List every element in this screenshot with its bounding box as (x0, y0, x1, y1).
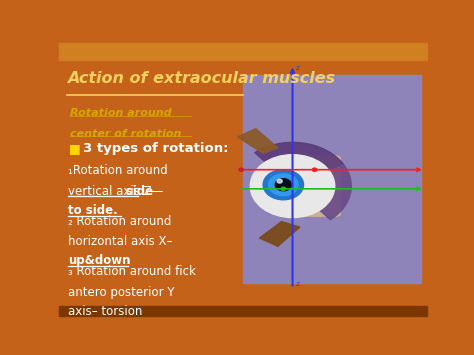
Polygon shape (319, 164, 351, 220)
Text: ■: ■ (68, 142, 80, 155)
Text: axis– torsion: axis– torsion (68, 305, 143, 318)
Text: Action of extraocular muscles: Action of extraocular muscles (66, 71, 335, 86)
Bar (59, 43, 427, 60)
Text: horizontal axis X–: horizontal axis X– (68, 235, 173, 248)
Text: ₂ Rotation around: ₂ Rotation around (68, 215, 172, 228)
Text: side: side (68, 185, 154, 198)
Text: center of rotation: center of rotation (70, 129, 182, 139)
Circle shape (269, 174, 298, 196)
Bar (59, 306, 427, 316)
Text: Z: Z (295, 282, 300, 287)
Text: antero posterior Y: antero posterior Y (68, 286, 175, 299)
Circle shape (312, 168, 317, 171)
FancyBboxPatch shape (298, 156, 340, 216)
Circle shape (275, 179, 292, 191)
Text: ₁Rotation around: ₁Rotation around (68, 164, 168, 177)
Text: ₃ Rotation around fick: ₃ Rotation around fick (68, 266, 196, 278)
Text: up&down: up&down (68, 255, 131, 267)
Circle shape (263, 170, 303, 200)
Circle shape (250, 155, 335, 218)
Circle shape (281, 187, 285, 191)
Text: vertical axis Z—: vertical axis Z— (68, 185, 164, 198)
Text: to side.: to side. (68, 204, 118, 217)
Polygon shape (259, 222, 300, 246)
Polygon shape (237, 129, 278, 153)
Circle shape (277, 179, 282, 183)
Text: 3 types of rotation:: 3 types of rotation: (83, 142, 228, 155)
Circle shape (239, 168, 243, 171)
Text: Z: Z (295, 66, 300, 71)
Polygon shape (255, 142, 344, 170)
Bar (243, 75, 421, 283)
Text: Rotation around: Rotation around (70, 108, 172, 118)
